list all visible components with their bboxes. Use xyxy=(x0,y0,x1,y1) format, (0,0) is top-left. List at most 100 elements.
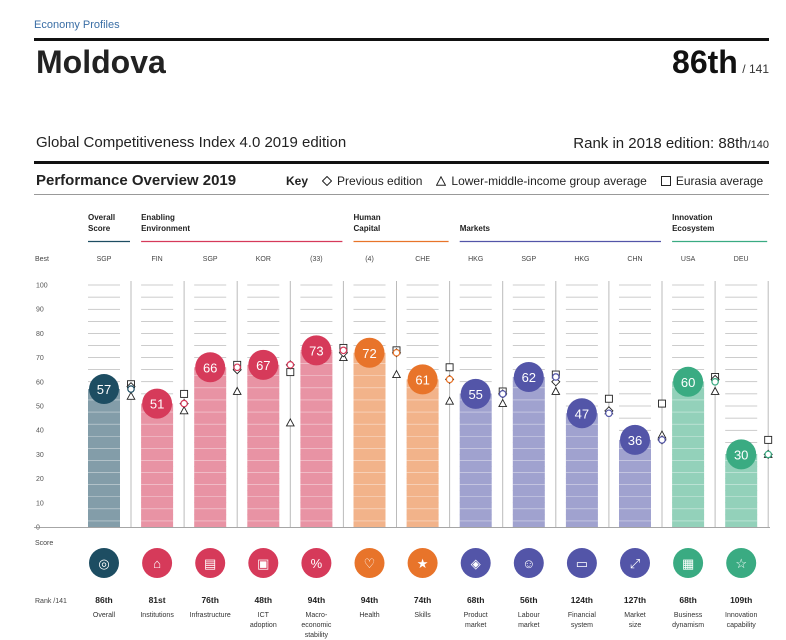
pillar-label: size xyxy=(629,622,642,629)
rank-value: 81st xyxy=(149,595,166,605)
middle-rule xyxy=(34,161,769,164)
overall-rank: 86th / 141 xyxy=(672,44,769,81)
group-header-enabling: Environment xyxy=(141,224,190,233)
best-economy-label: CHE xyxy=(415,256,430,263)
score-dot xyxy=(498,390,507,398)
innovation-capability-icon-glyph: ☆ xyxy=(735,556,747,571)
health-icon xyxy=(354,548,385,578)
top-rule xyxy=(34,38,769,41)
lmi-marker xyxy=(179,405,189,415)
pillar-label: ICT xyxy=(258,612,270,619)
product-market-icon-glyph: ◈ xyxy=(471,556,481,571)
best-economy-label: (4) xyxy=(365,256,374,263)
rank-value: 56th xyxy=(520,595,537,605)
rank-value: 86th xyxy=(672,44,738,80)
score-value: 61 xyxy=(415,372,429,387)
score-dot xyxy=(233,363,242,372)
pillar-label: adoption xyxy=(250,622,277,629)
pillar-label: capability xyxy=(727,622,757,629)
rank-value: 68th xyxy=(679,595,696,605)
score-dot xyxy=(605,409,613,418)
bar-2 xyxy=(194,367,227,527)
y-tick-label: 0 xyxy=(36,525,40,532)
pillar-label: market xyxy=(465,622,486,629)
bar-3 xyxy=(247,364,280,527)
y-tick-label: 60 xyxy=(36,379,44,386)
overall-icon xyxy=(89,548,119,578)
rank-value: 76th xyxy=(201,595,218,605)
breadcrumb-economy-profiles[interactable]: Economy Profiles xyxy=(34,19,120,31)
score-dot xyxy=(658,436,666,444)
best-economy-label: HKG xyxy=(468,256,483,263)
edition-title: Global Competitiveness Index 4.0 2019 ed… xyxy=(36,134,347,151)
y-tick-label: 80 xyxy=(36,331,44,338)
innovation-capability-icon xyxy=(726,548,757,578)
score-dot xyxy=(339,346,348,355)
y-tick-label: 40 xyxy=(36,428,44,435)
score-bubble xyxy=(407,364,438,395)
lmi-marker xyxy=(445,396,455,405)
y-tick-label: 90 xyxy=(36,307,44,314)
score-value: 30 xyxy=(734,447,748,462)
infrastructure-icon-glyph: ▤ xyxy=(204,556,216,571)
eurasia-marker xyxy=(445,363,454,372)
score-bubble xyxy=(195,352,226,383)
group-header-markets: Markets xyxy=(460,224,491,233)
skills-icon-glyph: ★ xyxy=(417,556,429,571)
pillar-label: stability xyxy=(305,632,329,639)
score-value: 66 xyxy=(203,360,217,375)
legend-label: Previous edition xyxy=(337,174,423,188)
score-bubble xyxy=(726,439,757,470)
bar-0 xyxy=(88,389,120,527)
pillar-label: dynamism xyxy=(672,622,704,629)
bar-1 xyxy=(141,403,174,527)
pillar-label: Product xyxy=(464,612,488,619)
section-title: Performance Overview 2019 xyxy=(36,172,237,189)
y-tick-label: 30 xyxy=(36,452,44,459)
pillar-label: Market xyxy=(624,612,645,619)
macro-icon-glyph: % xyxy=(311,556,323,571)
health-icon-glyph: ♡ xyxy=(364,556,376,571)
lmi-marker xyxy=(285,417,295,427)
pillar-label: Institutions xyxy=(140,612,174,619)
score-bubble xyxy=(248,349,279,380)
rank-total: / 141 xyxy=(742,62,769,76)
eurasia-marker xyxy=(180,389,189,398)
group-header-overall: Overall xyxy=(88,213,115,222)
section-rule xyxy=(34,194,769,195)
triangle-icon xyxy=(436,176,447,186)
pillar-label: Macro- xyxy=(306,612,328,619)
best-economy-label: DEU xyxy=(734,256,749,263)
lmi-marker xyxy=(391,369,402,378)
rank-value: 94th xyxy=(308,595,325,605)
lmi-marker xyxy=(126,391,136,400)
previous-rank: Rank in 2018 edition: 88th/140 xyxy=(573,135,769,152)
best-economy-label: FIN xyxy=(151,256,162,263)
bar-6 xyxy=(406,379,439,527)
rank-value: 48th xyxy=(255,595,272,605)
market-size-icon xyxy=(620,548,650,578)
score-value: 36 xyxy=(628,433,642,448)
legend-item-lmi: Lower-middle-income group average xyxy=(436,174,647,188)
business-dynamism-icon xyxy=(673,548,704,578)
score-bubble xyxy=(673,366,704,397)
score-dot xyxy=(551,373,560,381)
page-title: Moldova xyxy=(36,44,166,80)
market-size-icon-glyph: ⤢ xyxy=(630,556,640,571)
rank-value: 74th xyxy=(414,595,431,605)
bar-11 xyxy=(672,381,705,527)
ict-icon xyxy=(248,548,279,578)
score-value: 62 xyxy=(522,370,536,385)
pillar-label: Business xyxy=(674,612,703,619)
institutions-icon xyxy=(142,548,173,578)
group-header-human: Capital xyxy=(354,224,381,233)
score-bubble xyxy=(566,398,597,429)
group-header-enabling: Enabling xyxy=(141,213,175,222)
business-dynamism-icon-glyph: ▦ xyxy=(682,556,694,571)
score-value: 60 xyxy=(681,375,695,390)
pillar-label: market xyxy=(518,622,539,629)
best-economy-label: SGP xyxy=(521,256,536,263)
group-header-human: Human xyxy=(354,213,381,222)
overall-icon-glyph: ◎ xyxy=(98,556,109,571)
